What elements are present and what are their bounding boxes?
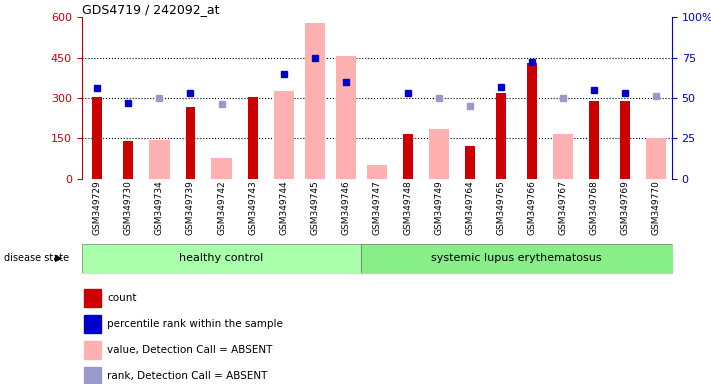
Bar (646, 138, 666, 179)
Text: GSM349768: GSM349768 (589, 180, 599, 235)
Bar (274, 91, 294, 179)
Bar (553, 134, 573, 179)
Bar (84, 367, 101, 384)
Text: GSM349748: GSM349748 (403, 180, 412, 235)
Text: GSM349770: GSM349770 (652, 180, 661, 235)
Bar (304, 23, 325, 179)
Bar (124, 141, 134, 179)
Text: GDS4719 / 242092_at: GDS4719 / 242092_at (82, 3, 219, 16)
Bar (336, 56, 356, 179)
Text: GSM349749: GSM349749 (434, 180, 444, 235)
Bar (367, 165, 387, 179)
Bar (211, 159, 232, 179)
Bar (403, 134, 413, 179)
Bar (620, 101, 630, 179)
Bar (82, 244, 361, 273)
Text: disease state: disease state (4, 253, 69, 263)
Text: value, Detection Call = ABSENT: value, Detection Call = ABSENT (107, 345, 273, 355)
Bar (84, 289, 101, 307)
Bar (84, 315, 101, 333)
Text: GSM349765: GSM349765 (496, 180, 506, 235)
Text: count: count (107, 293, 137, 303)
Text: GSM349769: GSM349769 (621, 180, 630, 235)
Text: healthy control: healthy control (179, 253, 264, 263)
Bar (186, 108, 196, 179)
Text: GSM349767: GSM349767 (559, 180, 567, 235)
Bar (496, 93, 506, 179)
Bar (361, 244, 672, 273)
Text: rank, Detection Call = ABSENT: rank, Detection Call = ABSENT (107, 371, 268, 381)
Text: GSM349742: GSM349742 (217, 180, 226, 235)
Text: GSM349743: GSM349743 (248, 180, 257, 235)
Text: percentile rank within the sample: percentile rank within the sample (107, 319, 283, 329)
Bar (84, 341, 101, 359)
Text: GSM349746: GSM349746 (341, 180, 351, 235)
Text: GSM349766: GSM349766 (528, 180, 537, 235)
Bar (247, 97, 257, 179)
Bar (149, 140, 169, 179)
Text: GSM349764: GSM349764 (466, 180, 474, 235)
Bar (429, 129, 449, 179)
Text: GSM349745: GSM349745 (310, 180, 319, 235)
Bar (465, 146, 475, 179)
Text: GSM349747: GSM349747 (373, 180, 381, 235)
Text: GSM349730: GSM349730 (124, 180, 133, 235)
Bar (92, 97, 102, 179)
Text: ▶: ▶ (55, 253, 63, 263)
Bar (527, 63, 537, 179)
Text: GSM349739: GSM349739 (186, 180, 195, 235)
Text: GSM349729: GSM349729 (93, 180, 102, 235)
Text: GSM349744: GSM349744 (279, 180, 288, 235)
Text: systemic lupus erythematosus: systemic lupus erythematosus (432, 253, 602, 263)
Text: GSM349734: GSM349734 (155, 180, 164, 235)
Bar (589, 101, 599, 179)
